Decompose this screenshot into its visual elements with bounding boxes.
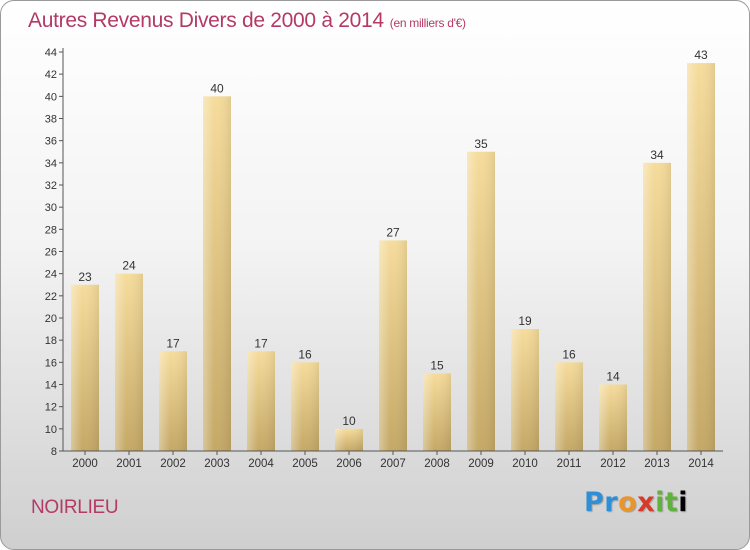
y-tick-label: 24 bbox=[45, 269, 57, 281]
x-tick-label: 2011 bbox=[557, 458, 582, 470]
bar-value-label: 19 bbox=[518, 314, 532, 328]
bar-value-label: 27 bbox=[386, 225, 400, 239]
x-tick-label: 2014 bbox=[688, 458, 714, 470]
x-tick-label: 2003 bbox=[204, 458, 230, 470]
brand-letter: t bbox=[664, 487, 679, 518]
y-tick-label: 28 bbox=[45, 224, 57, 236]
bar-value-label: 17 bbox=[166, 336, 180, 350]
bar-value-label: 15 bbox=[430, 358, 444, 372]
x-tick-label: 2004 bbox=[248, 458, 274, 470]
bar-shade bbox=[115, 273, 143, 451]
bar-shade bbox=[291, 362, 319, 451]
y-axis: 8 10 12 14 16 18 20 22 24 26 28 30 32 34 36 38 40 42 44 bbox=[45, 47, 64, 458]
bar-value-label: 35 bbox=[474, 137, 488, 151]
bar-value-label: 16 bbox=[298, 347, 312, 361]
bar-value-label: 17 bbox=[254, 336, 268, 350]
bar-value-label: 40 bbox=[210, 81, 224, 95]
y-tick-label: 30 bbox=[45, 202, 57, 214]
bar-value-label: 10 bbox=[342, 414, 356, 428]
bar-shade bbox=[203, 96, 231, 451]
y-tick-label: 44 bbox=[45, 47, 57, 59]
y-tick-label: 10 bbox=[45, 424, 57, 436]
bar-shade bbox=[335, 428, 363, 451]
title-text: Autres Revenus Divers de 2000 à 2014 bbox=[28, 9, 384, 32]
bar-shade bbox=[599, 384, 627, 451]
brand-letter: r bbox=[604, 487, 619, 518]
bar-shade bbox=[511, 329, 539, 451]
brand-letter: x bbox=[637, 487, 656, 518]
bar-shade bbox=[71, 284, 99, 451]
y-tick-label: 38 bbox=[45, 114, 57, 126]
x-axis: 2000 2001 2002 2003 2004 2005 2006 2007 2008 2009… bbox=[63, 450, 723, 470]
x-tick-label: 2013 bbox=[644, 458, 670, 470]
bar-shade bbox=[423, 373, 451, 451]
chart-title: Autres Revenus Divers de 2000 à 2014 (en … bbox=[28, 9, 466, 33]
x-tick-label: 2001 bbox=[116, 458, 142, 470]
y-tick-label: 8 bbox=[51, 446, 57, 458]
x-tick-label: 2007 bbox=[380, 458, 406, 470]
bar-shade bbox=[643, 162, 671, 452]
y-tick-label: 22 bbox=[45, 291, 57, 303]
x-tick-label: 2010 bbox=[512, 458, 538, 470]
brand-letter: i bbox=[678, 487, 689, 518]
bar-value-label: 24 bbox=[122, 259, 136, 273]
y-tick-label: 34 bbox=[45, 158, 57, 170]
bar-shade bbox=[159, 351, 187, 451]
y-tick-label: 16 bbox=[45, 357, 57, 369]
y-tick-label: 40 bbox=[45, 91, 57, 103]
bar-shade bbox=[555, 362, 583, 451]
bar-value-label: 23 bbox=[78, 270, 92, 284]
bars: 23 24 17 40 17 16 10 27 15 35 19 16 14 34 43 bbox=[71, 48, 715, 452]
x-tick-label: 2005 bbox=[292, 458, 318, 470]
bar-shade bbox=[379, 240, 407, 451]
bar-value-label: 16 bbox=[562, 347, 576, 361]
y-tick-label: 20 bbox=[45, 313, 57, 325]
brand-letter: P bbox=[584, 487, 605, 518]
bar-shade bbox=[467, 151, 495, 451]
brand-letter: i bbox=[655, 487, 665, 518]
y-tick-label: 36 bbox=[45, 136, 57, 148]
x-tick-label: 2012 bbox=[600, 458, 626, 470]
x-tick-label: 2006 bbox=[336, 458, 362, 470]
x-tick-label: 2002 bbox=[160, 458, 186, 470]
y-tick-label: 18 bbox=[45, 335, 57, 347]
bar-value-label: 14 bbox=[606, 370, 620, 384]
y-tick-label: 32 bbox=[45, 180, 57, 192]
bar-shade bbox=[247, 351, 275, 451]
city-name: NOIRLIEU bbox=[31, 497, 119, 518]
bar-shade bbox=[687, 63, 715, 451]
x-tick-label: 2009 bbox=[468, 458, 494, 470]
bar-value-label: 43 bbox=[694, 48, 708, 62]
unit-note: (en milliers d'€) bbox=[389, 16, 466, 30]
y-tick-label: 42 bbox=[45, 69, 57, 81]
y-tick-label: 26 bbox=[45, 247, 57, 259]
brand-logo: Proxiti bbox=[584, 487, 688, 518]
y-tick-label: 12 bbox=[45, 402, 57, 414]
x-tick-label: 2008 bbox=[424, 458, 450, 470]
brand-letter: o bbox=[618, 487, 638, 518]
bar-value-label: 34 bbox=[650, 148, 664, 162]
y-tick-label: 14 bbox=[45, 380, 57, 392]
x-tick-label: 2000 bbox=[72, 458, 98, 470]
